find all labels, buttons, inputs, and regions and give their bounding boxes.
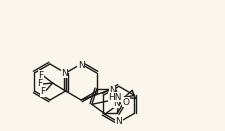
Text: F: F [38,70,43,80]
Text: N: N [109,86,116,95]
Text: F: F [37,80,42,89]
Text: HN: HN [108,93,122,102]
Text: N: N [61,69,68,78]
Text: N: N [113,99,120,108]
Text: N: N [78,61,85,70]
Text: O: O [123,98,130,107]
Text: F: F [40,88,45,97]
Text: N: N [115,117,122,126]
